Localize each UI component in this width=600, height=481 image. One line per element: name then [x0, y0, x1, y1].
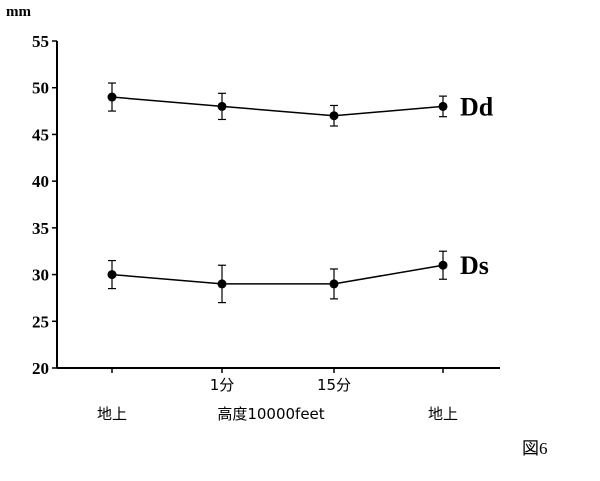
data-point	[217, 279, 227, 289]
x-tick-label: 地上	[97, 405, 127, 423]
y-tick-label: 45	[32, 125, 49, 144]
series-line	[111, 264, 444, 285]
y-tick-label: 35	[32, 219, 49, 238]
y-unit-label: mm	[6, 4, 31, 20]
y-tick-label: 55	[32, 32, 49, 51]
data-point	[217, 101, 227, 111]
data-point	[438, 101, 448, 111]
y-tick-label: 40	[32, 172, 49, 191]
data-point	[107, 270, 117, 280]
y-tick-labels: 20 25 30 35 40 45 50 55	[32, 32, 49, 378]
x-tick-label: 15分	[317, 376, 351, 394]
series-dd: Dd	[107, 82, 494, 127]
data-point	[107, 92, 117, 102]
figure-label: 図6	[522, 439, 548, 458]
data-point	[329, 279, 339, 289]
series-label: Ds	[460, 251, 489, 280]
series-ds: Ds	[107, 250, 489, 304]
x-tick-label: 1分	[210, 376, 235, 394]
x-group-label: 高度10000feet	[217, 405, 324, 423]
y-tick-label: 30	[32, 266, 49, 285]
series-line	[111, 96, 444, 117]
x-tick-label: 地上	[428, 405, 458, 423]
axes	[52, 40, 500, 373]
y-tick-label: 25	[32, 312, 49, 331]
series-group: Dd Ds	[107, 82, 494, 304]
y-tick-label: 20	[32, 359, 49, 378]
series-label: Dd	[460, 92, 494, 121]
data-point	[329, 111, 339, 121]
y-tick-label: 50	[32, 79, 49, 98]
data-point	[438, 260, 448, 270]
